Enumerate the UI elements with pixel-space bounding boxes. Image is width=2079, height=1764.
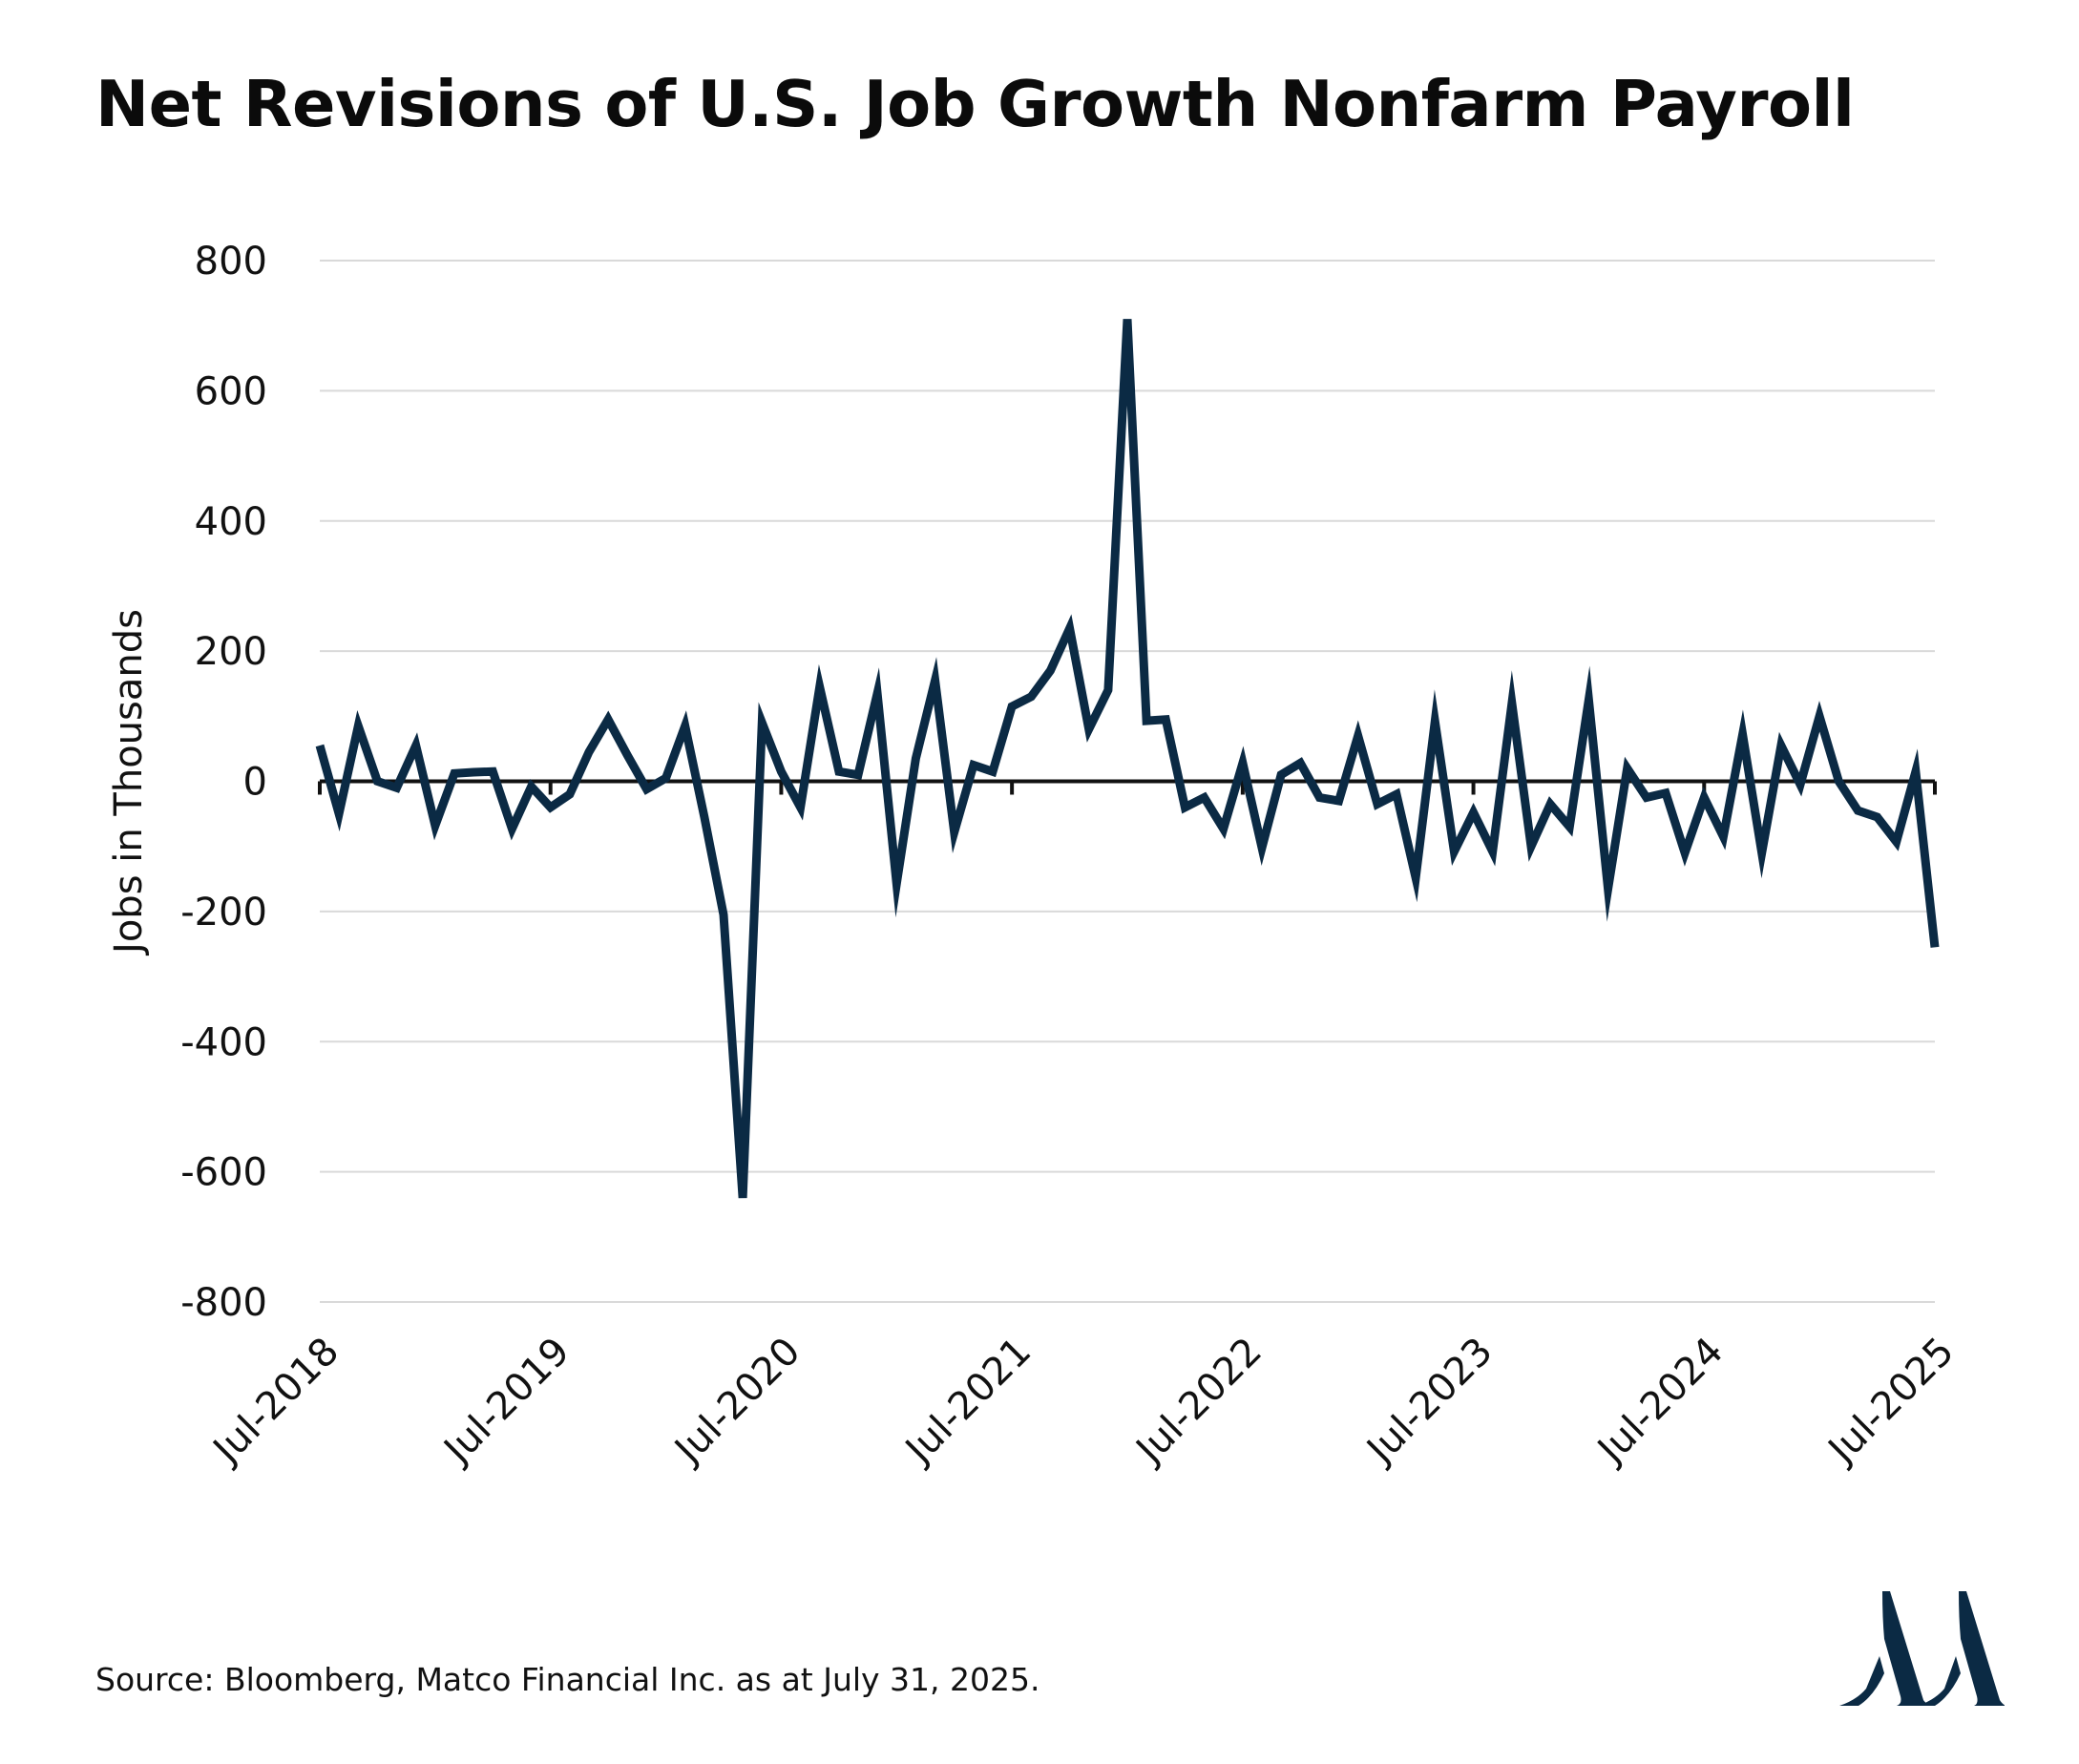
x-tick-label: Jul-2023 [1357, 1330, 1502, 1474]
x-tick-label: Jul-2020 [665, 1330, 809, 1474]
x-tick-label: Jul-2018 [203, 1330, 347, 1474]
logo-left-foot [1839, 1656, 1884, 1706]
y-tick-label: -400 [180, 1020, 267, 1064]
y-tick-label: -600 [180, 1151, 267, 1195]
y-tick-label: 400 [195, 500, 267, 544]
y-tick-label: 600 [195, 369, 267, 413]
y-tick-label: 200 [195, 630, 267, 674]
source-note: Source: Bloomberg, Matco Financial Inc. … [95, 1661, 1040, 1698]
x-tick-label: Jul-2022 [1126, 1330, 1270, 1474]
x-tick-label: Jul-2024 [1587, 1330, 1732, 1474]
y-tick-labels: 800 600 400 200 0 -200 -400 -600 -800 [180, 240, 267, 1325]
series-layer [315, 319, 1940, 1199]
x-tick-label: Jul-2025 [1818, 1330, 1963, 1474]
matco-logo-icon [1839, 1591, 2005, 1706]
x-tick-label: Jul-2021 [895, 1330, 1040, 1474]
zero-axis [318, 779, 1937, 795]
x-tick-label: Jul-2019 [434, 1330, 578, 1474]
y-axis-title: Jobs in Thousands [107, 609, 151, 956]
chart-title: Net Revisions of U.S. Job Growth Nonfarm… [95, 67, 1855, 141]
y-tick-label: 0 [243, 761, 267, 805]
y-tick-label: -800 [180, 1281, 267, 1325]
logo-right-foot [1918, 1656, 1961, 1706]
y-tick-label: 800 [195, 240, 267, 284]
y-tick-label: -200 [180, 891, 267, 934]
logo-left-stroke [1882, 1591, 1935, 1706]
logo-right-stroke [1959, 1591, 2005, 1706]
x-tick-labels: Jul-2018 Jul-2019 Jul-2020 Jul-2021 Jul-2022… [203, 1330, 1963, 1474]
series-line [315, 319, 1940, 1199]
